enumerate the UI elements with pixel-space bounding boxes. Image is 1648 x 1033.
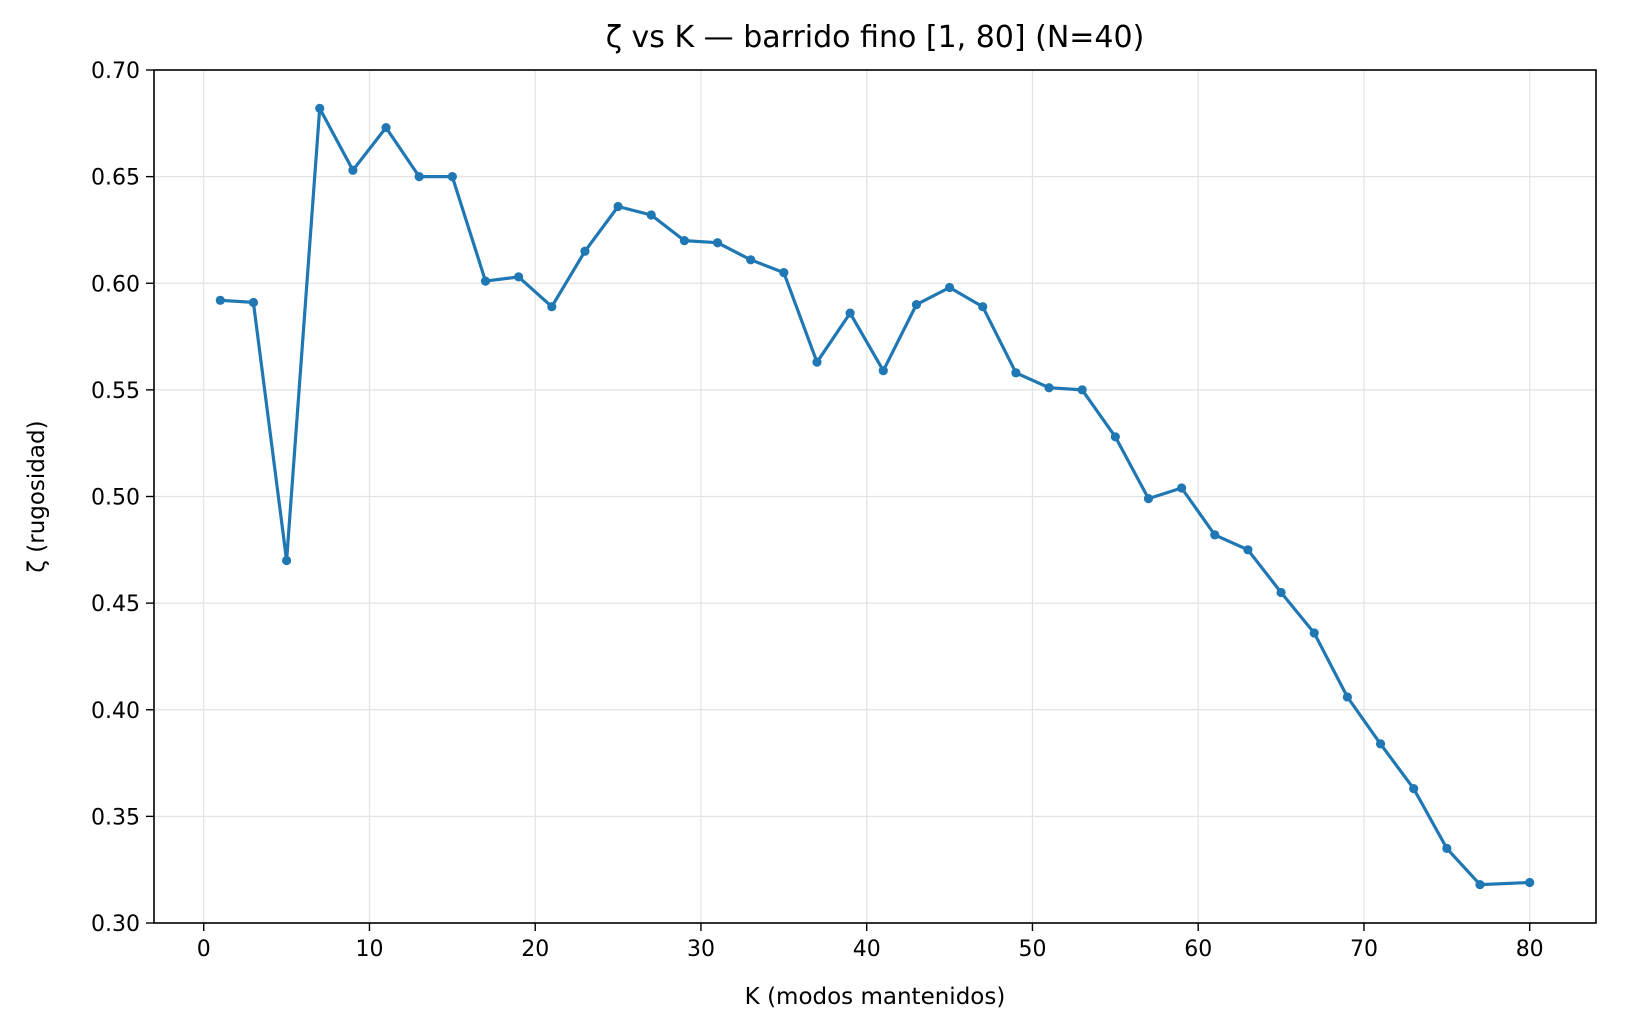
series-layer [215,103,1535,890]
x-tick-label: 20 [521,937,549,962]
x-tick-label: 10 [355,937,383,962]
y-tick-label: 0.45 [91,592,140,617]
data-point [746,255,756,265]
y-tick-label: 0.50 [91,486,140,511]
data-point [315,103,325,113]
data-point [1525,877,1535,888]
data-point [911,299,922,310]
data-point [679,236,689,246]
data-point [381,122,391,133]
y-tick-label: 0.35 [91,805,140,830]
data-point [348,165,358,175]
series-line [220,106,1530,887]
x-tick-label: 70 [1350,937,1378,962]
data-point [580,246,590,256]
data-point [1442,843,1452,853]
y-axis-label: ζ (rugosidad) [24,420,50,572]
x-tick-label: 60 [1184,937,1212,962]
y-tick-label: 0.40 [91,699,140,724]
x-tick-label: 0 [197,937,211,962]
data-point [613,201,623,212]
data-point [248,297,259,308]
data-point [1210,530,1220,540]
data-point [978,302,988,312]
y-tick-label: 0.65 [91,166,140,191]
data-point [1143,494,1154,504]
data-point [1342,692,1352,702]
x-tick-label: 80 [1516,937,1544,962]
y-tick-label: 0.55 [91,379,140,404]
data-point [1409,784,1419,794]
data-point [480,276,491,286]
x-tick-label: 40 [853,937,881,962]
data-point [447,172,457,182]
data-point [1011,368,1021,378]
data-point [812,357,822,367]
data-point [1309,628,1319,638]
chart-title: ζ vs K — barrido fino [1, 80] (N=40) [606,20,1145,55]
data-point [878,366,888,376]
y-tick-label: 0.30 [91,912,140,937]
data-point [1077,385,1087,395]
data-point [944,282,955,293]
data-point [1276,587,1286,598]
data-point [514,272,524,282]
data-point [1243,545,1253,555]
x-tick-label: 50 [1018,937,1046,962]
data-point [215,295,225,305]
y-tick-label: 0.70 [91,59,140,84]
data-point [414,172,424,182]
data-point [646,210,656,220]
x-tick-label: 30 [687,937,715,962]
data-point [1177,483,1187,493]
y-tick-label: 0.60 [91,272,140,297]
data-point [779,267,789,278]
data-point [1044,383,1054,393]
data-point [281,555,292,566]
data-point [1475,880,1485,890]
data-point [1375,739,1386,749]
x-axis-label: K (modos mantenidos) [745,984,1006,1010]
data-point [845,308,855,318]
data-point [1110,432,1120,442]
data-point [547,302,557,312]
axis-ticks: 0 10 20 30 40 50 60 70 80 0.30 0.35 0.40 0.45 0.50 0.5… [91,59,1544,962]
data-point [712,238,723,248]
